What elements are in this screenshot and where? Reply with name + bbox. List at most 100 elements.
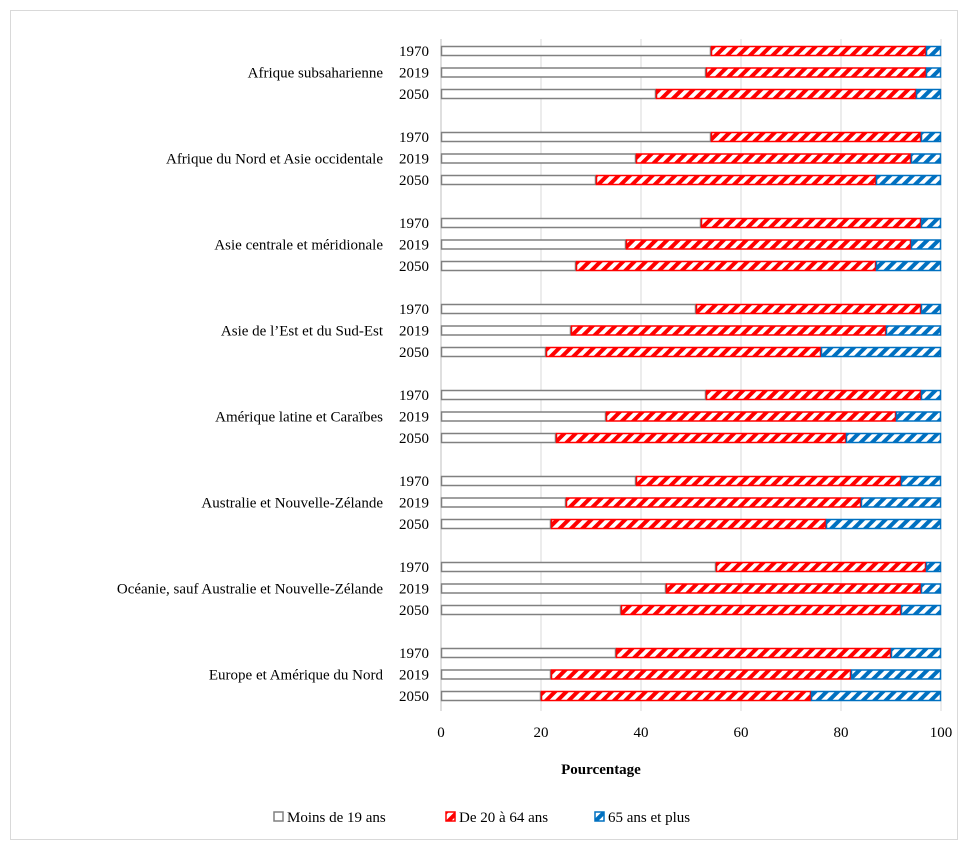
bar-segment <box>440 239 627 250</box>
bar-segment <box>440 325 572 336</box>
legend-swatch <box>445 811 456 822</box>
bar-segment <box>890 647 942 659</box>
year-label: 1970 <box>399 646 429 662</box>
bar-segment <box>565 497 862 508</box>
region-label: Amérique latine et Caraïbes <box>215 410 383 426</box>
gridlines <box>440 39 942 711</box>
bar-segment <box>555 432 847 444</box>
bar-segment <box>635 475 902 487</box>
bar-segment <box>440 131 712 143</box>
bar-segment <box>440 647 617 659</box>
bar-segment <box>440 583 667 594</box>
bar-segment <box>695 303 922 315</box>
bar-segment <box>920 389 942 401</box>
bar-segment <box>925 561 942 573</box>
year-label: 2019 <box>399 582 429 598</box>
region-label: Asie centrale et méridionale <box>214 238 383 254</box>
legend-swatch <box>273 811 284 822</box>
bar-segment <box>440 518 552 530</box>
legend-label: De 20 à 64 ans <box>459 810 548 826</box>
year-label: 1970 <box>399 302 429 318</box>
bar-segment <box>655 88 917 100</box>
bar-segment <box>605 411 897 422</box>
year-label: 2019 <box>399 410 429 426</box>
x-axis: 0 20 40 60 80 100 <box>437 725 952 741</box>
legend-swatch <box>594 811 605 822</box>
region-label: Afrique du Nord et Asie occidentale <box>166 152 383 168</box>
bar-segment <box>440 260 577 272</box>
bar-segment <box>910 153 942 164</box>
bar-segment <box>440 153 637 164</box>
year-label: 2050 <box>399 259 429 275</box>
bar-segment <box>440 217 702 229</box>
bar-segment <box>860 497 942 508</box>
bar-segment <box>900 475 942 487</box>
bar-segment <box>440 67 707 78</box>
bar-segment <box>550 518 827 530</box>
bar-segment <box>910 239 942 250</box>
year-label: 2050 <box>399 431 429 447</box>
bar-segment <box>595 174 877 186</box>
bar-segment <box>440 174 597 186</box>
bar-segment <box>925 45 942 57</box>
bar-segment <box>705 389 922 401</box>
bar-segment <box>920 217 942 229</box>
year-label: 1970 <box>399 388 429 404</box>
bar-segment <box>925 67 942 78</box>
year-label: 2019 <box>399 668 429 684</box>
legend: Moins de 19 ans De 20 à 64 ans 65 ans et p… <box>273 810 690 826</box>
x-axis-title: Pourcentage <box>561 762 641 778</box>
year-label: 1970 <box>399 474 429 490</box>
year-label: 1970 <box>399 560 429 576</box>
bar-segment <box>570 325 887 336</box>
bar-segment <box>440 303 697 315</box>
bar-segment <box>440 690 542 702</box>
legend-label: Moins de 19 ans <box>287 810 386 826</box>
bar-segment <box>825 518 942 530</box>
bar-segment <box>665 583 922 594</box>
region-label: Asie de l’Est et du Sud-Est <box>221 324 384 340</box>
bar-segment <box>705 67 927 78</box>
year-label: 2050 <box>399 689 429 705</box>
bar-segment <box>440 346 547 358</box>
year-label: 2050 <box>399 173 429 189</box>
bar-segment <box>635 153 912 164</box>
region-label: Europe et Amérique du Nord <box>209 668 384 684</box>
x-tick-label: 80 <box>834 725 849 741</box>
x-tick-label: 40 <box>634 725 649 741</box>
year-label: 1970 <box>399 216 429 232</box>
region-label: Australie et Nouvelle-Zélande <box>201 496 383 512</box>
bar-segment <box>440 497 567 508</box>
bar-segment <box>440 475 637 487</box>
bar-segment <box>440 88 657 100</box>
bar-segment <box>440 45 712 57</box>
year-label: 2050 <box>399 87 429 103</box>
bar-segment <box>895 411 942 422</box>
bar-segment <box>440 604 622 616</box>
bar-segment <box>440 389 707 401</box>
bar-segment <box>810 690 942 702</box>
bar-segment <box>715 561 927 573</box>
bar-segment <box>875 174 942 186</box>
x-tick-label: 0 <box>437 725 445 741</box>
year-label: 1970 <box>399 44 429 60</box>
region-label: Afrique subsaharienne <box>248 66 384 82</box>
bar-segment <box>710 131 922 143</box>
bar-segment <box>440 432 557 444</box>
year-label: 2050 <box>399 517 429 533</box>
bar-segment <box>920 303 942 315</box>
bar-segment <box>885 325 942 336</box>
bar-segment <box>440 669 552 680</box>
year-label: 2019 <box>399 496 429 512</box>
year-label: 2050 <box>399 603 429 619</box>
bar-segment <box>540 690 812 702</box>
year-label: 2050 <box>399 345 429 361</box>
bar-segment <box>850 669 942 680</box>
bar-segment <box>625 239 912 250</box>
x-tick-label: 20 <box>534 725 549 741</box>
bar-segment <box>710 45 927 57</box>
bar-segment <box>545 346 822 358</box>
bar-segment <box>845 432 942 444</box>
bar-segment <box>575 260 877 272</box>
